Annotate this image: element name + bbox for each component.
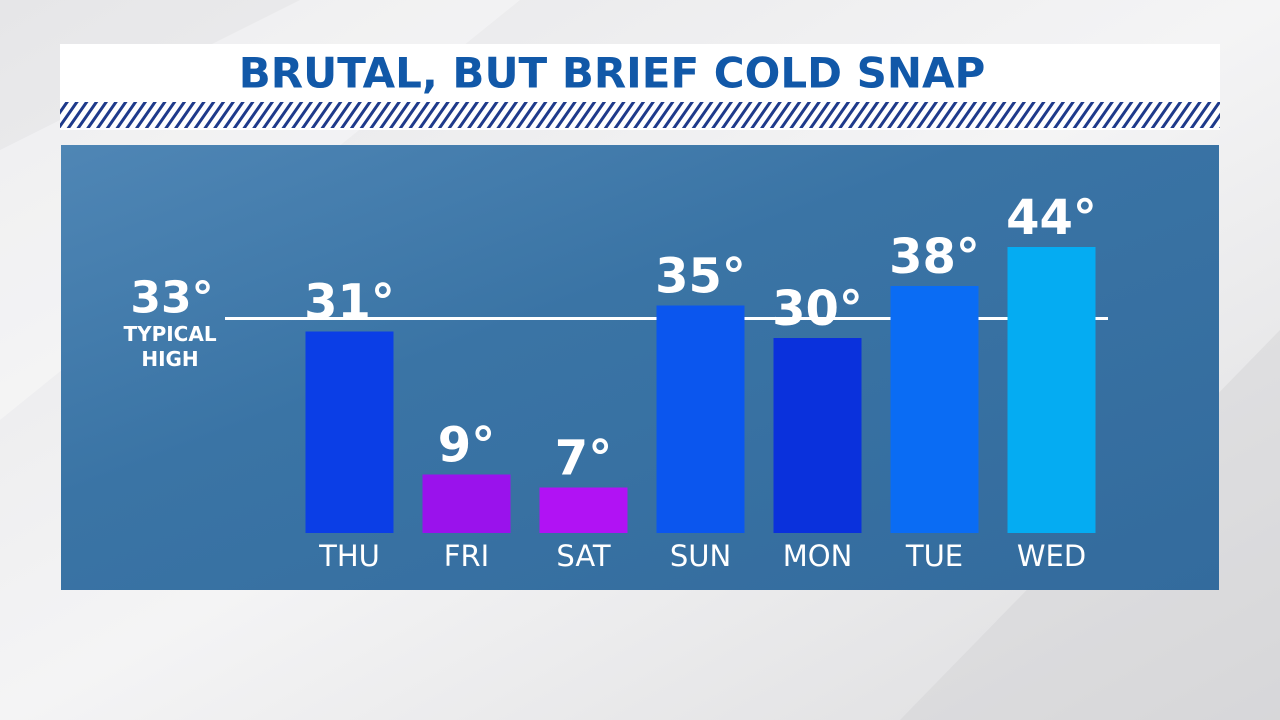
value-label: 38° bbox=[889, 229, 980, 285]
value-label: 31° bbox=[304, 275, 395, 331]
x-tick-label: SAT bbox=[556, 539, 611, 573]
reference-label: 33° bbox=[130, 273, 213, 324]
bar bbox=[656, 305, 745, 533]
bar bbox=[422, 474, 511, 533]
value-label: 44° bbox=[1006, 190, 1097, 246]
bar bbox=[305, 331, 394, 533]
x-tick-label: THU bbox=[318, 539, 380, 573]
title-hatch bbox=[60, 102, 1220, 128]
bar bbox=[1007, 247, 1096, 533]
x-tick-label: WED bbox=[1017, 539, 1086, 573]
x-tick-label: MON bbox=[783, 539, 853, 573]
bar bbox=[539, 487, 628, 533]
bar bbox=[773, 338, 862, 533]
reference-note: TYPICAL HIGH bbox=[123, 322, 217, 371]
bar bbox=[890, 286, 979, 533]
chart-title: BRUTAL, BUT BRIEF COLD SNAP bbox=[239, 49, 986, 98]
x-tick-label: TUE bbox=[905, 539, 963, 573]
value-label: 9° bbox=[438, 418, 495, 474]
x-tick-label: FRI bbox=[444, 539, 489, 573]
value-label: 30° bbox=[772, 281, 863, 337]
value-label: 7° bbox=[555, 431, 612, 487]
x-tick-label: SUN bbox=[670, 539, 731, 573]
value-label: 35° bbox=[655, 249, 746, 305]
